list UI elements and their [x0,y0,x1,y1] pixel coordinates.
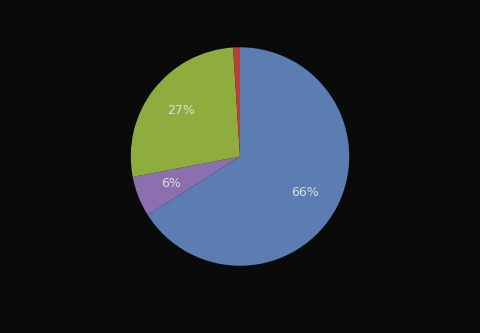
Text: 27%: 27% [168,105,195,118]
Wedge shape [148,47,349,266]
Text: 66%: 66% [291,186,319,199]
Wedge shape [233,47,240,157]
Wedge shape [132,157,240,215]
Text: 6%: 6% [161,177,181,190]
Wedge shape [131,48,240,177]
